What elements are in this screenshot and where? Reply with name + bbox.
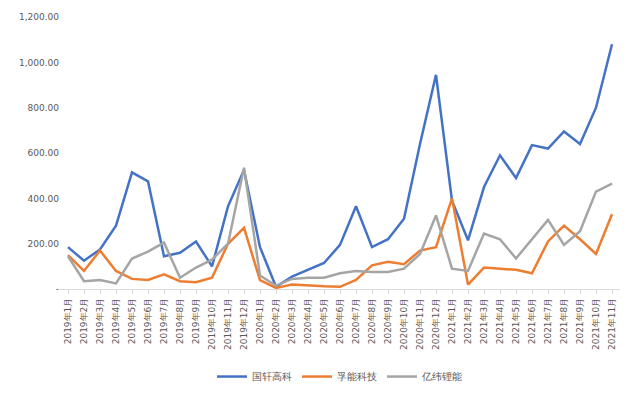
svg-text:2021年4月: 2021年4月	[495, 298, 505, 345]
svg-text:2020年2月: 2020年2月	[271, 298, 281, 345]
svg-text:2019年6月: 2019年6月	[143, 298, 153, 345]
svg-text:2020年10月: 2020年10月	[399, 298, 409, 350]
svg-text:2020年12月: 2020年12月	[431, 298, 441, 350]
svg-text:2021年2月: 2021年2月	[463, 298, 473, 345]
svg-text:亿纬锂能: 亿纬锂能	[421, 371, 462, 382]
svg-text:600.00: 600.00	[28, 148, 60, 158]
svg-text:2021年11月: 2021年11月	[607, 298, 617, 350]
svg-text:2019年10月: 2019年10月	[207, 298, 217, 350]
svg-text:200.00: 200.00	[28, 239, 60, 249]
svg-text:2019年3月: 2019年3月	[95, 298, 105, 345]
svg-text:2019年1月: 2019年1月	[63, 298, 73, 345]
svg-text:2021年9月: 2021年9月	[575, 298, 585, 345]
svg-text:2021年8月: 2021年8月	[559, 298, 569, 345]
svg-text:2021年6月: 2021年6月	[527, 298, 537, 345]
svg-text:2019年12月: 2019年12月	[239, 298, 249, 350]
svg-text:800.00: 800.00	[28, 103, 60, 113]
svg-text:2020年11月: 2020年11月	[415, 298, 425, 350]
svg-text:400.00: 400.00	[28, 194, 60, 204]
svg-text:2020年3月: 2020年3月	[287, 298, 297, 345]
svg-text:孚能科技: 孚能科技	[337, 371, 377, 382]
svg-text:2019年2月: 2019年2月	[79, 298, 89, 345]
svg-text:2021年7月: 2021年7月	[543, 298, 553, 345]
svg-text:2021年3月: 2021年3月	[479, 298, 489, 345]
svg-text:国轩高科: 国轩高科	[252, 371, 292, 382]
svg-text:2020年4月: 2020年4月	[303, 298, 313, 345]
svg-text:2019年9月: 2019年9月	[191, 298, 201, 345]
svg-text:2021年5月: 2021年5月	[511, 298, 521, 345]
svg-text:-: -	[56, 284, 59, 294]
svg-text:2020年9月: 2020年9月	[383, 298, 393, 345]
svg-text:2020年6月: 2020年6月	[335, 298, 345, 345]
svg-text:2020年1月: 2020年1月	[255, 298, 265, 345]
svg-text:2019年8月: 2019年8月	[175, 298, 185, 345]
svg-text:2019年5月: 2019年5月	[127, 298, 137, 345]
svg-text:1,000.00: 1,000.00	[19, 58, 59, 68]
svg-text:2019年4月: 2019年4月	[111, 298, 121, 345]
svg-text:2020年5月: 2020年5月	[319, 298, 329, 345]
svg-text:2019年11月: 2019年11月	[223, 298, 233, 350]
svg-text:2021年1月: 2021年1月	[447, 298, 457, 345]
svg-text:2020年8月: 2020年8月	[367, 298, 377, 345]
svg-text:1,200.00: 1,200.00	[19, 12, 59, 22]
svg-text:2021年10月: 2021年10月	[591, 298, 601, 350]
svg-text:2019年7月: 2019年7月	[159, 298, 169, 345]
svg-text:2020年7月: 2020年7月	[351, 298, 361, 345]
